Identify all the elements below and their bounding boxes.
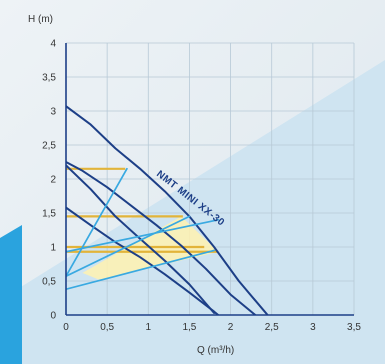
pump-curve-line <box>66 161 257 315</box>
x-tick-label: 3 <box>310 322 316 333</box>
system-curve-line <box>66 218 220 253</box>
y-tick-label: 1,5 <box>42 209 56 220</box>
x-tick-label: 3,5 <box>347 322 361 333</box>
y-tick-label: 0 <box>50 311 56 322</box>
y-tick-label: 3,5 <box>42 73 56 84</box>
x-tick-label: 1 <box>146 322 152 333</box>
axes <box>65 43 354 316</box>
y-tick-label: 3 <box>50 107 56 118</box>
series-layer <box>66 105 269 315</box>
pump-curve-line <box>66 105 269 315</box>
left-accent-strip <box>0 225 22 364</box>
system-curve-line <box>66 215 191 278</box>
y-tick-label: 2,5 <box>42 141 56 152</box>
system-curve-line <box>66 167 128 278</box>
x-tick-label: 1,5 <box>182 322 196 333</box>
pump-curve-line <box>66 164 216 314</box>
y-tick-label: 1 <box>50 243 56 254</box>
y-tick-label: 0,5 <box>42 277 56 288</box>
system-curve-line <box>66 249 215 291</box>
x-tick-label: 0 <box>63 322 69 333</box>
x-tick-label: 2 <box>228 322 234 333</box>
x-axis-label: Q (m³/h) <box>197 345 234 356</box>
y-tick-label: 2 <box>50 175 56 186</box>
x-tick-label: 2,5 <box>265 322 279 333</box>
x-tick-label: 0,5 <box>100 322 114 333</box>
y-axis-label: H (m) <box>28 14 53 25</box>
tick-labels: 0 0,5 1 1,5 2 2,5 3 3,5 0 0,5 1 1,5 2 2,5 3 3,5 4 <box>42 39 361 334</box>
y-tick-label: 4 <box>50 39 56 50</box>
background-blue-band <box>0 60 385 364</box>
